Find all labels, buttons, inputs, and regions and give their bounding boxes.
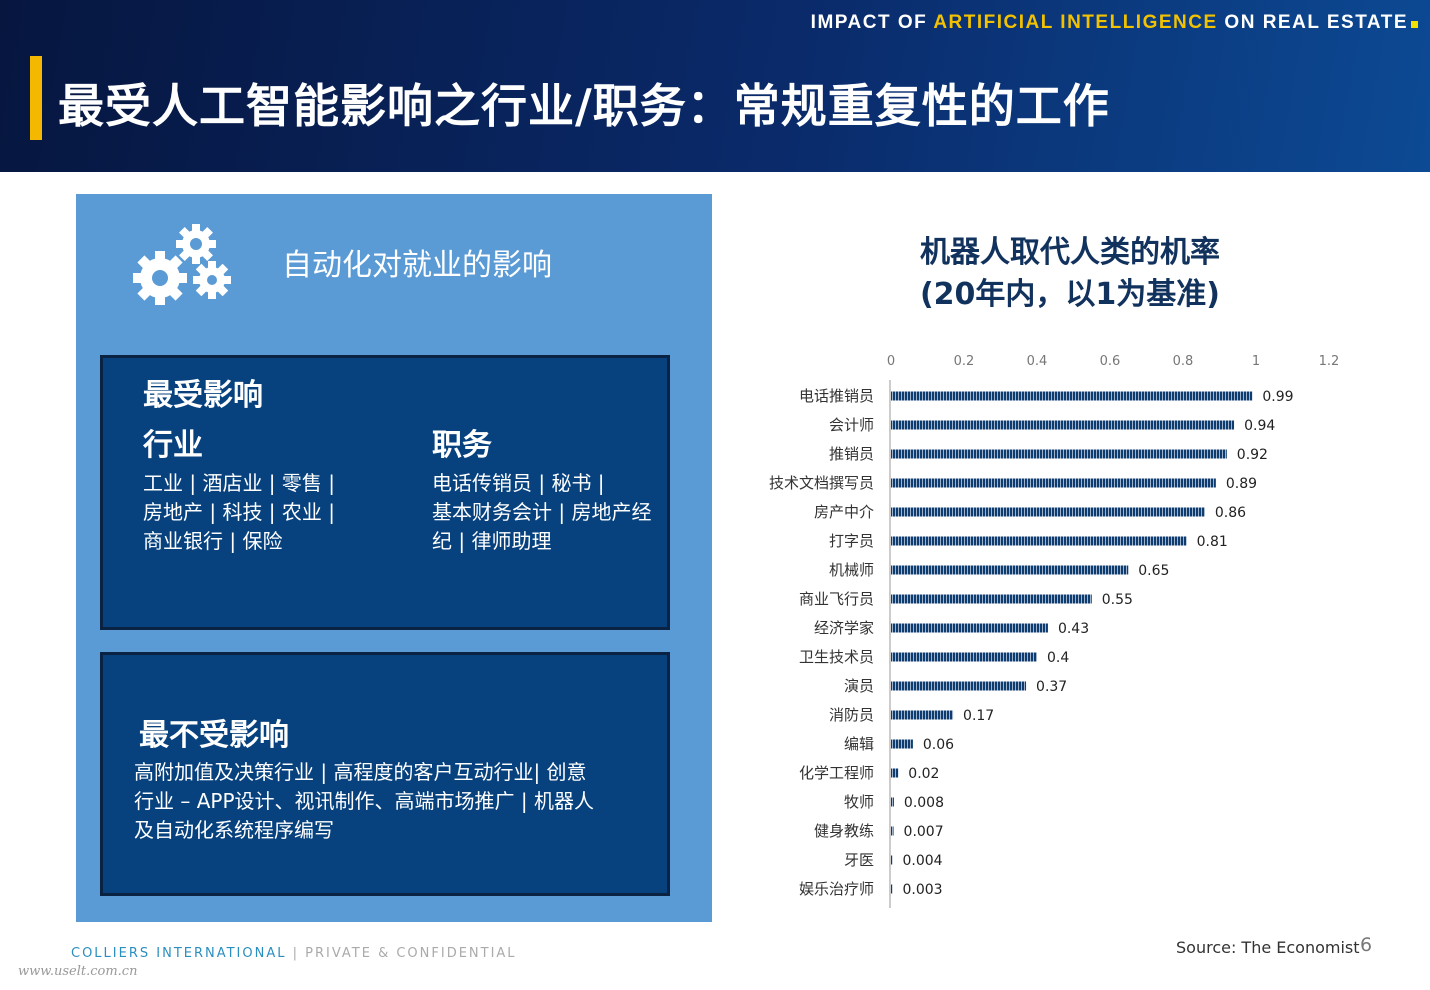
industry-line: 工业 | 酒店业 | 零售 |	[143, 471, 336, 495]
job-heading: 职务	[432, 428, 492, 463]
bar	[891, 768, 899, 778]
data-label: 0.004	[903, 853, 943, 869]
data-label: 0.89	[1226, 476, 1257, 492]
category-label: 经济学家	[814, 619, 874, 637]
bar	[891, 478, 1216, 488]
x-tick-label: 0.4	[1027, 354, 1048, 369]
category-label: 牙医	[844, 851, 874, 869]
data-label: 0.55	[1102, 592, 1133, 608]
category-label: 消防员	[829, 706, 874, 724]
category-label: 机械师	[829, 561, 874, 579]
least-line: 行业 – APP设计、视讯制作、高端市场推广 | 机器人	[134, 789, 594, 813]
most-affected-heading: 最受影响	[143, 378, 263, 413]
category-label: 牧师	[844, 793, 874, 811]
least-affected-box	[100, 652, 670, 896]
bar	[891, 884, 893, 894]
job-line: 电话传销员 | 秘书 |	[432, 471, 605, 495]
data-label: 0.37	[1036, 679, 1067, 695]
bar	[891, 391, 1253, 401]
source-note: Source: The Economist	[1176, 938, 1360, 957]
bar	[891, 710, 954, 720]
bar	[891, 507, 1205, 517]
category-label: 房产中介	[814, 503, 874, 521]
data-label: 0.65	[1138, 563, 1169, 579]
category-label: 卫生技术员	[799, 648, 874, 666]
confidential-label: PRIVATE & CONFIDENTIAL	[305, 946, 517, 961]
bar	[891, 739, 913, 749]
data-label: 0.86	[1215, 505, 1246, 521]
x-tick-label: 1.2	[1319, 354, 1340, 369]
chart-title: 机器人取代人类的机率 (20年内，以1为基准)	[870, 232, 1270, 316]
category-label: 编辑	[844, 735, 874, 753]
bar	[891, 449, 1227, 459]
x-tick-label: 0.6	[1100, 354, 1121, 369]
category-label: 打字员	[829, 532, 874, 550]
data-label: 0.06	[923, 737, 954, 753]
category-label: 商业飞行员	[799, 590, 874, 608]
least-line: 高附加值及决策行业 | 高程度的客户互动行业| 创意	[134, 760, 587, 784]
bar	[891, 565, 1129, 575]
data-label: 0.4	[1047, 650, 1069, 666]
data-label: 0.81	[1197, 534, 1228, 550]
category-label: 电话推销员	[799, 387, 874, 405]
least-line: 及自动化系统程序编写	[134, 818, 334, 842]
x-tick-label: 1	[1252, 354, 1260, 369]
chart-title-line1: 机器人取代人类的机率	[920, 235, 1220, 270]
footer: COLLIERS INTERNATIONAL | PRIVATE & CONFI…	[71, 946, 517, 961]
tagline-highlight: ARTIFICIAL INTELLIGENCE	[933, 12, 1218, 33]
data-label: 0.43	[1058, 621, 1089, 637]
page-number: 6	[1360, 934, 1373, 956]
category-label: 演员	[844, 677, 874, 695]
tagline-pre: IMPACT OF	[810, 12, 934, 33]
yellow-square-icon	[1411, 21, 1418, 28]
data-label: 0.92	[1237, 447, 1268, 463]
x-tick-label: 0.8	[1173, 354, 1194, 369]
bar	[891, 536, 1187, 546]
category-label: 技术文档撰写员	[769, 474, 874, 492]
slide-title: 最受人工智能影响之行业/职务：常规重复性的工作	[58, 79, 1110, 133]
data-label: 0.008	[904, 795, 944, 811]
bar	[891, 855, 893, 865]
data-label: 0.94	[1244, 418, 1275, 434]
bar	[891, 826, 894, 836]
data-label: 0.17	[963, 708, 994, 724]
data-label: 0.02	[908, 766, 939, 782]
accent-bar	[30, 56, 42, 140]
x-tick-label: 0	[887, 354, 895, 369]
footer-sep: |	[286, 946, 306, 961]
industry-line: 房地产 | 科技 | 农业 |	[143, 500, 336, 524]
company-name: COLLIERS INTERNATIONAL	[71, 946, 287, 961]
gears-icon	[133, 224, 231, 305]
category-label: 化学工程师	[799, 764, 874, 782]
category-label: 推销员	[829, 445, 874, 463]
panel-title: 自动化对就业的影响	[282, 248, 552, 283]
bar	[891, 420, 1235, 430]
header-banner: IMPACT OF ARTIFICIAL INTELLIGENCE ON REA…	[0, 0, 1430, 172]
most-affected-box	[100, 355, 670, 630]
data-label: 0.99	[1262, 389, 1293, 405]
job-line: 基本财务会计 | 房地产经	[432, 500, 652, 524]
tagline-post: ON REAL ESTATE	[1217, 12, 1408, 33]
industry-line: 商业银行 | 保险	[143, 529, 283, 553]
data-label: 0.007	[904, 824, 944, 840]
bar	[891, 594, 1092, 604]
job-line: 纪 | 律师助理	[432, 529, 552, 553]
category-label: 娱乐治疗师	[799, 880, 874, 898]
x-tick-label: 0.2	[954, 354, 975, 369]
industry-heading: 行业	[143, 428, 203, 463]
chart-title-line2: (20年内，以1为基准)	[919, 277, 1221, 312]
category-label: 健身教练	[814, 822, 874, 840]
bar	[891, 797, 894, 807]
bar	[891, 681, 1027, 691]
category-label: 会计师	[829, 416, 874, 434]
tagline: IMPACT OF ARTIFICIAL INTELLIGENCE ON REA…	[811, 12, 1418, 34]
watermark: www.uselt.com.cn	[18, 964, 138, 979]
bar	[891, 652, 1037, 662]
data-label: 0.003	[903, 882, 943, 898]
bar	[891, 623, 1048, 633]
least-affected-heading: 最不受影响	[139, 718, 289, 753]
